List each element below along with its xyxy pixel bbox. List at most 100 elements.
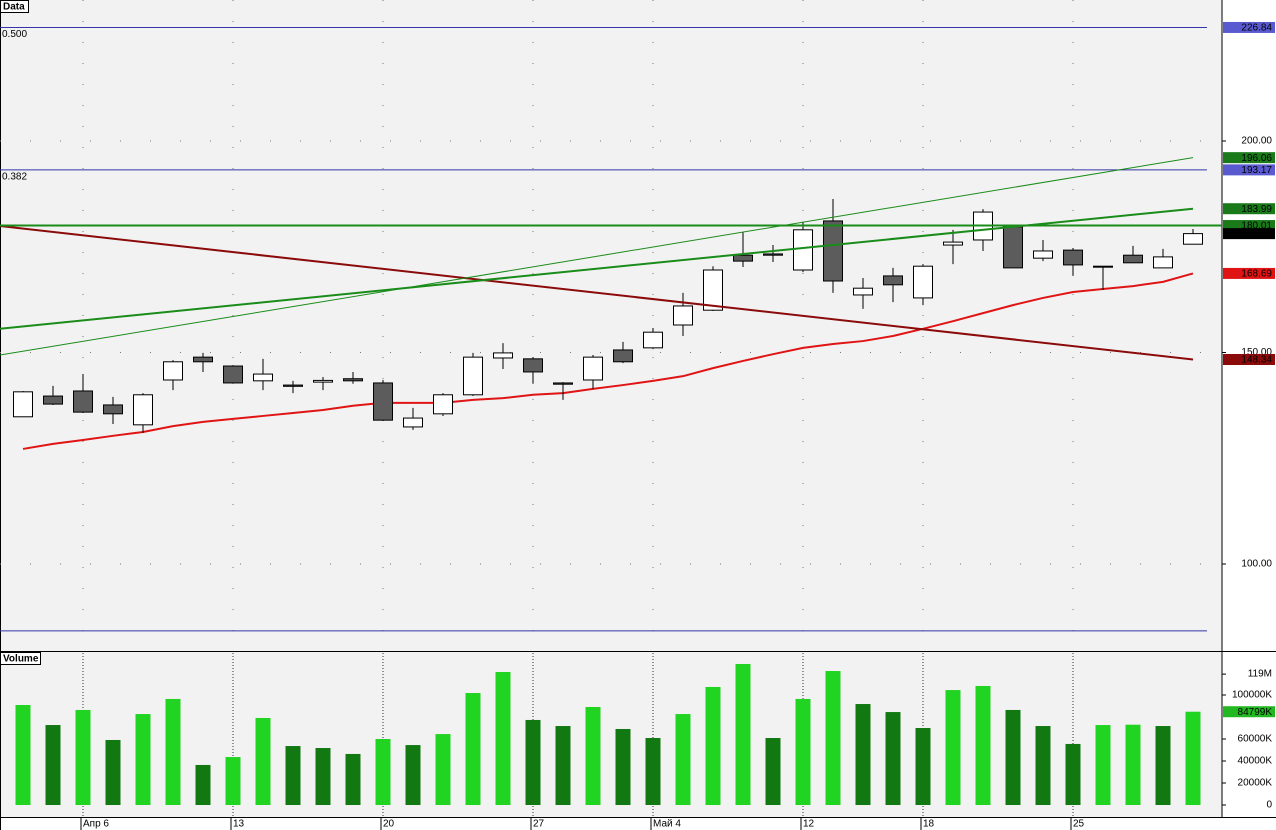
candle-body — [253, 373, 273, 382]
candle-body — [523, 358, 543, 373]
volume-bar — [45, 725, 61, 805]
y-tick-label: 40000K — [1238, 756, 1273, 767]
volume-bar — [285, 746, 301, 805]
candle-body — [283, 384, 303, 387]
value-box-label: 180.01 — [1241, 221, 1272, 232]
x-tick-label: Май 4 — [653, 819, 681, 830]
y-tick-label: 0 — [1266, 800, 1272, 811]
fib-label: 0.500 — [2, 29, 27, 40]
value-box — [1223, 21, 1275, 33]
y-tick-label: 60000K — [1238, 734, 1273, 745]
value-box — [1223, 228, 1275, 240]
price-tag: Data — [0, 0, 29, 13]
volume-bar — [915, 728, 931, 805]
volume-bar — [495, 672, 511, 805]
volume-bar — [675, 714, 691, 805]
volume-bar — [375, 739, 391, 805]
candle-body — [463, 356, 483, 396]
candle-body — [493, 352, 513, 359]
candle-body — [703, 269, 723, 311]
candle-body — [733, 254, 753, 262]
volume-bar — [1065, 743, 1081, 805]
volume-bar — [255, 717, 271, 805]
volume-bar — [1125, 724, 1141, 805]
candle-body — [823, 220, 843, 282]
candle-body — [103, 404, 123, 415]
candle-body — [1123, 254, 1143, 264]
volume-bar — [1035, 726, 1051, 805]
x-tick-label: 18 — [923, 819, 935, 830]
trend-line — [0, 157, 1194, 356]
candle-body — [913, 265, 933, 299]
fib-label: 0.382 — [2, 172, 27, 183]
price-panel — [0, 0, 1222, 651]
candle-body — [1033, 250, 1053, 259]
candle-body — [583, 356, 603, 381]
candle-body — [1063, 249, 1083, 266]
candle-body — [763, 253, 783, 256]
volume-bar — [315, 748, 331, 805]
x-tick-label: 27 — [533, 819, 545, 830]
candle-body — [613, 349, 633, 363]
volume-bar — [765, 738, 781, 805]
x-tick-label: 20 — [383, 819, 395, 830]
trend-line — [0, 225, 1194, 361]
volume-bar — [15, 705, 31, 805]
candle-body — [1153, 256, 1173, 269]
x-tick-label: Апр 6 — [83, 819, 109, 830]
candle-body — [943, 241, 963, 246]
volume-bar — [735, 663, 751, 805]
candle-body — [553, 382, 573, 385]
candle-body — [643, 331, 663, 349]
x-tick-label: 13 — [233, 819, 245, 830]
volume-bar — [825, 671, 841, 805]
volume-bar — [465, 693, 481, 805]
value-box — [1223, 220, 1275, 232]
volume-bar — [795, 698, 811, 805]
volume-bar — [345, 753, 361, 805]
volume-bar — [855, 704, 871, 805]
candle-body — [73, 390, 93, 413]
volume-bar — [555, 726, 571, 805]
volume-bar — [165, 698, 181, 805]
volume-bar — [135, 714, 151, 805]
candle-body — [373, 382, 393, 421]
candle-body — [883, 275, 903, 286]
candle-body — [193, 356, 213, 363]
value-box — [1223, 267, 1275, 279]
volume-bar — [1155, 726, 1171, 805]
candle-body — [343, 378, 363, 382]
value-box-label: 196.06 — [1241, 153, 1272, 164]
value-box — [1223, 164, 1275, 176]
volume-bar — [435, 734, 451, 805]
volume-bar — [645, 738, 661, 805]
volume-bar — [105, 739, 121, 805]
candle-body — [1093, 265, 1113, 268]
value-box-label: 178.10 — [1241, 229, 1272, 240]
candle-body — [433, 394, 453, 415]
value-box-label: 193.17 — [1241, 165, 1272, 176]
volume-bar — [195, 764, 211, 805]
candle-body — [793, 229, 813, 271]
value-box — [1223, 152, 1275, 164]
value-box — [1223, 354, 1275, 366]
moving-average — [22, 272, 1194, 450]
value-box — [1223, 706, 1275, 718]
volume-bar — [1095, 725, 1111, 805]
value-box-label: 148.34 — [1241, 355, 1272, 366]
value-box — [1223, 203, 1275, 215]
candle-body — [403, 417, 423, 428]
value-box-label: 84799K — [1238, 707, 1273, 718]
x-tick-label: 25 — [1073, 819, 1085, 830]
x-tick-label: 12 — [803, 819, 815, 830]
volume-bar — [615, 728, 631, 805]
candle-body — [673, 305, 693, 326]
candle-body — [313, 379, 333, 383]
value-box-label: 226.84 — [1241, 23, 1272, 34]
volume-bar — [1185, 711, 1201, 805]
y-tick-label: 150.00 — [1241, 347, 1272, 358]
y-tick-label: 200.00 — [1241, 136, 1272, 147]
volume-bar — [225, 757, 241, 805]
trend-line — [0, 207, 1194, 330]
